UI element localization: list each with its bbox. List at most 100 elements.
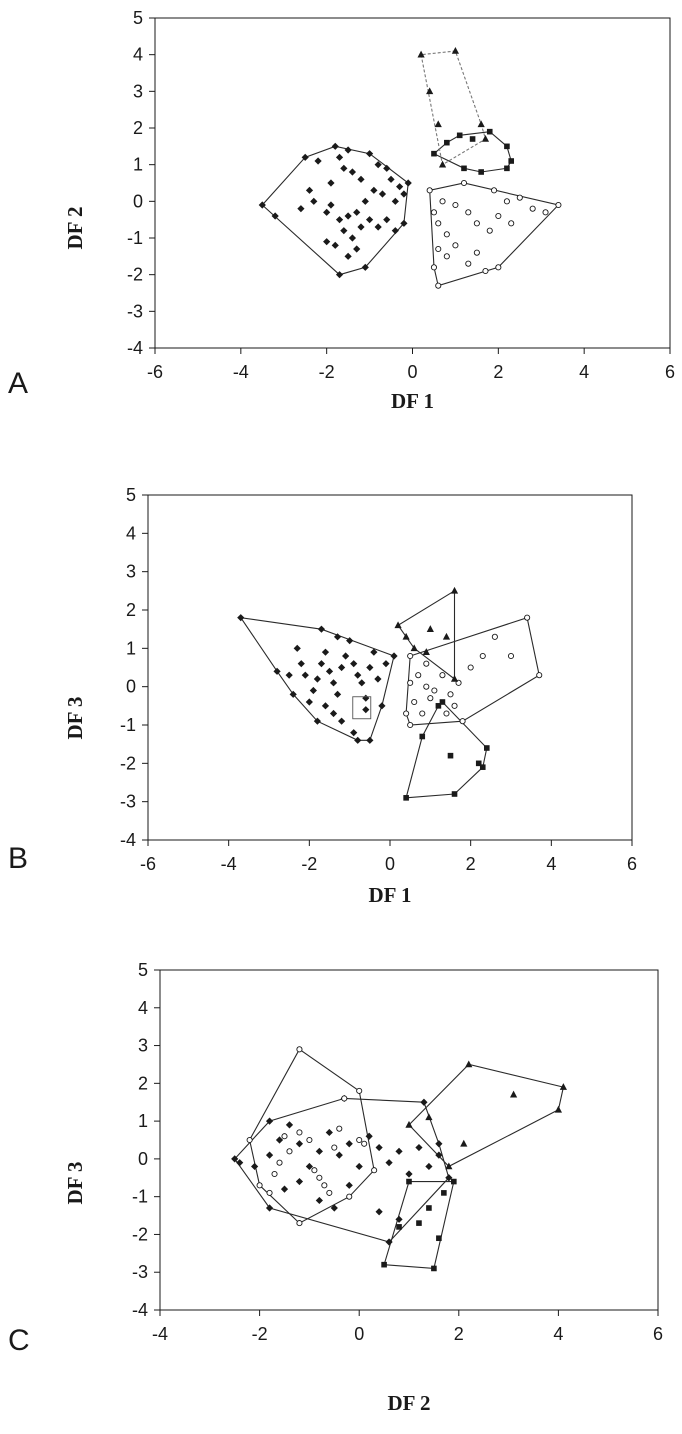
x-tick-label: -2 — [252, 1324, 268, 1344]
diamond-marker — [295, 1177, 304, 1186]
square-marker — [396, 1224, 402, 1230]
diamond-marker — [375, 1143, 383, 1152]
diamond-marker — [395, 1215, 403, 1223]
circle-marker — [495, 264, 502, 271]
y-tick-label: -4 — [127, 338, 143, 358]
diamond-marker — [265, 1151, 274, 1159]
diamond-marker — [329, 709, 338, 718]
triangle-marker — [434, 120, 442, 128]
diamond-marker — [395, 1147, 403, 1155]
diamond-marker — [391, 227, 399, 235]
square-marker — [461, 165, 467, 172]
diamond-marker — [325, 1128, 333, 1137]
circle-marker — [427, 695, 434, 702]
x-tick-label: 6 — [665, 362, 675, 382]
diamond-marker — [365, 150, 374, 158]
triangle-marker — [426, 625, 434, 632]
square-marker — [478, 169, 484, 175]
x-tick-label: 4 — [546, 854, 556, 874]
square-marker — [456, 132, 463, 139]
diamond-marker — [354, 736, 362, 744]
circle-marker — [465, 209, 472, 216]
y-tick-label: 4 — [138, 998, 148, 1018]
y-tick-label: -1 — [120, 715, 136, 735]
circle-marker — [443, 710, 450, 717]
x-tick-label: 4 — [553, 1324, 563, 1344]
triangle-marker — [481, 135, 490, 142]
series-group — [246, 1046, 378, 1227]
diamond-marker — [293, 644, 301, 652]
diamond-marker — [385, 1159, 393, 1167]
diamond-marker — [323, 238, 331, 246]
circle-marker — [306, 1136, 313, 1144]
plot-frame — [147, 494, 633, 841]
diamond-marker — [335, 216, 344, 224]
circle-marker — [276, 1159, 283, 1166]
diamond-marker — [374, 675, 382, 683]
y-tick-label: -1 — [132, 1187, 148, 1207]
circle-marker — [271, 1170, 278, 1178]
centroid-box — [352, 696, 372, 720]
diamond-marker — [305, 186, 314, 194]
x-tick-label: -6 — [140, 854, 156, 874]
circle-marker — [452, 201, 459, 209]
circle-marker — [281, 1133, 288, 1140]
circle-marker — [356, 1087, 363, 1094]
diamond-marker — [323, 208, 331, 216]
scatter-panel-c: -4 -3 -2 -1 0 1 2 3 4 5 -4 -2 0 2 4 6 DF 2 DF 3 C — [0, 955, 682, 1434]
diamond-marker — [315, 1147, 323, 1155]
diamond-marker — [321, 648, 330, 656]
diamond-marker — [338, 663, 346, 672]
diamond-marker — [348, 234, 357, 242]
diamond-marker — [331, 142, 339, 150]
square-marker — [447, 752, 454, 759]
circle-marker — [459, 718, 466, 725]
x-tick-label: -4 — [152, 1324, 168, 1344]
diamond-marker — [420, 1098, 428, 1106]
circle-marker — [479, 652, 486, 660]
square-marker — [381, 1261, 387, 1268]
y-tick-label: 5 — [133, 8, 143, 28]
square-marker — [484, 745, 490, 751]
diamond-marker — [271, 212, 279, 220]
circle-marker — [529, 205, 536, 212]
y-tick-label: 5 — [138, 960, 148, 980]
diamond-marker — [362, 694, 370, 702]
square-marker — [444, 139, 450, 146]
panel-label: B — [8, 842, 28, 875]
y-tick-label: 2 — [138, 1073, 148, 1093]
diamond-marker — [390, 652, 398, 660]
y-tick-label: 0 — [126, 677, 136, 697]
group-hull-outline — [405, 616, 540, 726]
diamond-marker — [425, 1162, 433, 1171]
triangle-marker — [451, 47, 460, 54]
diamond-marker — [297, 205, 305, 213]
diamond-marker — [365, 216, 374, 224]
square-marker — [439, 699, 446, 705]
y-tick-label: 2 — [133, 118, 143, 138]
chart-c-svg: -4 -3 -2 -1 0 1 2 3 4 5 -4 -2 0 2 4 6 DF 2 DF 3 C — [8, 960, 663, 1415]
diamond-marker — [404, 179, 412, 187]
triangle-marker — [509, 1090, 518, 1098]
diamond-marker — [435, 1140, 443, 1148]
group-hull-outline — [239, 616, 395, 741]
triangle-marker — [425, 1113, 433, 1121]
y-tick-label: -2 — [120, 753, 136, 773]
triangle-marker — [422, 648, 430, 655]
diamond-marker — [350, 729, 358, 737]
circle-marker — [407, 679, 414, 686]
circle-marker — [439, 198, 446, 205]
circle-marker — [286, 1148, 293, 1155]
diamond-marker — [251, 1162, 259, 1171]
y-tick-label: 4 — [133, 45, 143, 65]
series-group — [381, 1178, 457, 1272]
diamond-marker — [357, 175, 365, 183]
y-tick-label: 4 — [126, 523, 136, 543]
y-axis-title: DF 3 — [63, 697, 87, 740]
circle-marker — [326, 1189, 333, 1196]
circle-marker — [316, 1174, 323, 1181]
triangle-marker — [402, 632, 410, 640]
x-tick-label: -4 — [221, 854, 237, 874]
series-group — [405, 1060, 567, 1170]
